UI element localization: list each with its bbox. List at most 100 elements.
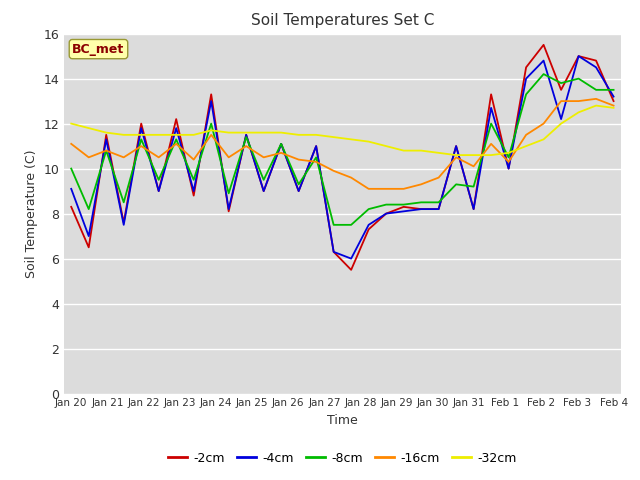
-2cm bbox=[207, 92, 215, 97]
-32cm bbox=[260, 130, 268, 135]
-2cm bbox=[295, 188, 303, 194]
-8cm bbox=[330, 222, 337, 228]
-32cm bbox=[435, 150, 442, 156]
-2cm bbox=[172, 116, 180, 122]
-32cm bbox=[505, 150, 513, 156]
-2cm bbox=[470, 206, 477, 212]
-32cm bbox=[312, 132, 320, 138]
-16cm bbox=[138, 143, 145, 149]
-8cm bbox=[382, 202, 390, 207]
-4cm bbox=[365, 222, 372, 228]
-16cm bbox=[312, 159, 320, 165]
-16cm bbox=[610, 103, 618, 108]
-8cm bbox=[102, 148, 110, 154]
-16cm bbox=[540, 120, 547, 126]
-2cm bbox=[487, 92, 495, 97]
-8cm bbox=[312, 155, 320, 160]
-4cm bbox=[400, 208, 408, 214]
-16cm bbox=[575, 98, 582, 104]
-8cm bbox=[365, 206, 372, 212]
-4cm bbox=[348, 256, 355, 262]
Line: -4cm: -4cm bbox=[71, 56, 614, 259]
-16cm bbox=[190, 156, 198, 162]
-2cm bbox=[190, 192, 198, 199]
-2cm bbox=[557, 87, 565, 93]
-4cm bbox=[190, 188, 198, 194]
-32cm bbox=[470, 152, 477, 158]
-16cm bbox=[85, 155, 93, 160]
-2cm bbox=[155, 188, 163, 194]
-8cm bbox=[505, 155, 513, 160]
-4cm bbox=[522, 76, 530, 82]
-8cm bbox=[120, 200, 127, 205]
-16cm bbox=[155, 155, 163, 160]
-8cm bbox=[575, 76, 582, 82]
-8cm bbox=[452, 181, 460, 187]
-2cm bbox=[348, 267, 355, 273]
-8cm bbox=[277, 141, 285, 147]
-4cm bbox=[382, 211, 390, 216]
-16cm bbox=[452, 155, 460, 160]
-4cm bbox=[155, 188, 163, 194]
-16cm bbox=[225, 155, 232, 160]
-2cm bbox=[452, 143, 460, 149]
-32cm bbox=[382, 143, 390, 149]
-16cm bbox=[557, 98, 565, 104]
-2cm bbox=[365, 227, 372, 232]
-16cm bbox=[470, 164, 477, 169]
-2cm bbox=[102, 132, 110, 138]
-8cm bbox=[470, 184, 477, 190]
-4cm bbox=[67, 186, 75, 192]
-16cm bbox=[348, 175, 355, 180]
-2cm bbox=[540, 42, 547, 48]
-16cm bbox=[435, 175, 442, 180]
-32cm bbox=[102, 130, 110, 135]
-2cm bbox=[312, 143, 320, 149]
-4cm bbox=[102, 136, 110, 142]
-32cm bbox=[557, 120, 565, 126]
-32cm bbox=[400, 148, 408, 154]
-32cm bbox=[452, 152, 460, 158]
-2cm bbox=[522, 64, 530, 70]
-16cm bbox=[277, 150, 285, 156]
-8cm bbox=[540, 71, 547, 77]
-4cm bbox=[417, 206, 425, 212]
-8cm bbox=[348, 222, 355, 228]
-2cm bbox=[610, 98, 618, 104]
-8cm bbox=[85, 206, 93, 212]
-16cm bbox=[330, 168, 337, 174]
-8cm bbox=[207, 120, 215, 126]
-2cm bbox=[120, 220, 127, 226]
-4cm bbox=[260, 188, 268, 194]
-16cm bbox=[207, 132, 215, 138]
-32cm bbox=[172, 132, 180, 138]
-32cm bbox=[417, 148, 425, 154]
Line: -16cm: -16cm bbox=[71, 99, 614, 189]
-2cm bbox=[277, 141, 285, 147]
-32cm bbox=[138, 132, 145, 138]
-4cm bbox=[243, 132, 250, 138]
-16cm bbox=[382, 186, 390, 192]
-16cm bbox=[487, 141, 495, 147]
-8cm bbox=[243, 134, 250, 140]
-4cm bbox=[207, 98, 215, 104]
-32cm bbox=[207, 128, 215, 133]
-8cm bbox=[295, 181, 303, 187]
-4cm bbox=[470, 206, 477, 212]
-32cm bbox=[348, 136, 355, 142]
Legend: -2cm, -4cm, -8cm, -16cm, -32cm: -2cm, -4cm, -8cm, -16cm, -32cm bbox=[163, 447, 522, 469]
-16cm bbox=[365, 186, 372, 192]
-32cm bbox=[243, 130, 250, 135]
X-axis label: Time: Time bbox=[327, 414, 358, 427]
-4cm bbox=[172, 125, 180, 131]
-8cm bbox=[487, 120, 495, 126]
-2cm bbox=[400, 204, 408, 210]
-8cm bbox=[225, 191, 232, 196]
-8cm bbox=[557, 80, 565, 86]
-16cm bbox=[243, 143, 250, 149]
-32cm bbox=[277, 130, 285, 135]
-32cm bbox=[120, 132, 127, 138]
-4cm bbox=[505, 166, 513, 171]
-4cm bbox=[575, 53, 582, 59]
-4cm bbox=[120, 222, 127, 228]
